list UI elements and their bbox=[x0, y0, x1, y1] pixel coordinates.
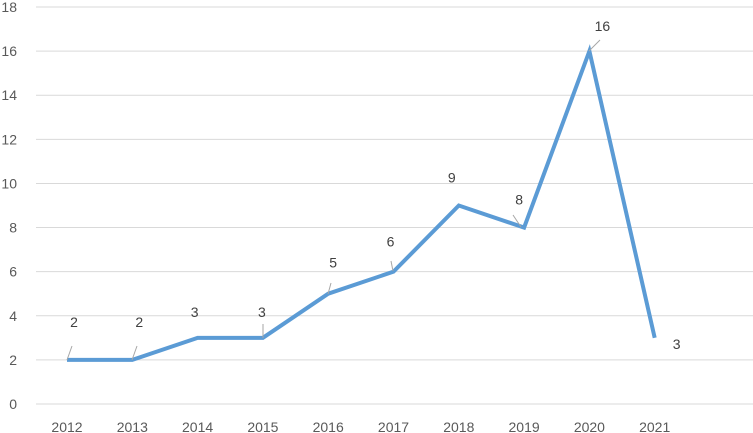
data-labels: 2 2 3 3 5 6 9 8 16 3 bbox=[70, 18, 681, 352]
x-tick-label: 2018 bbox=[443, 419, 474, 433]
y-axis-tick-labels: 0 2 4 6 8 10 12 14 16 18 bbox=[1, 0, 17, 412]
x-tick-label: 2016 bbox=[313, 419, 344, 433]
x-tick-label: 2021 bbox=[639, 419, 670, 433]
y-tick-label: 4 bbox=[9, 308, 17, 324]
x-tick-label: 2013 bbox=[117, 419, 148, 433]
x-tick-label: 2012 bbox=[51, 419, 82, 433]
data-label: 3 bbox=[673, 336, 681, 352]
y-tick-label: 12 bbox=[1, 131, 17, 147]
series-lines bbox=[67, 44, 657, 362]
y-tick-label: 8 bbox=[9, 220, 17, 236]
gridlines bbox=[36, 6, 753, 405]
data-label: 2 bbox=[135, 314, 143, 330]
y-tick-label: 10 bbox=[1, 175, 17, 191]
series-line bbox=[67, 44, 657, 362]
x-tick-label: 2019 bbox=[509, 419, 540, 433]
data-label: 8 bbox=[515, 192, 523, 208]
data-label: 3 bbox=[258, 304, 266, 320]
y-tick-label: 18 bbox=[1, 0, 17, 15]
data-label-leader-lines bbox=[66, 39, 601, 361]
x-tick-label: 2017 bbox=[378, 419, 409, 433]
data-label: 5 bbox=[329, 255, 337, 271]
data-label: 6 bbox=[387, 234, 395, 250]
y-tick-label: 6 bbox=[9, 264, 17, 280]
y-tick-label: 16 bbox=[1, 43, 17, 59]
x-tick-label: 2014 bbox=[182, 419, 213, 433]
data-label: 16 bbox=[595, 18, 611, 34]
leader-line bbox=[131, 345, 138, 361]
y-tick-label: 2 bbox=[9, 352, 17, 368]
data-label: 9 bbox=[448, 170, 456, 186]
leader-line bbox=[512, 214, 522, 228]
leader-line bbox=[390, 260, 394, 272]
y-tick-label: 0 bbox=[9, 396, 17, 412]
data-label: 2 bbox=[70, 314, 78, 330]
x-axis-tick-labels: 2012 2013 2014 2015 2016 2017 2018 2019 2020 2021 bbox=[51, 419, 670, 433]
data-label: 3 bbox=[191, 304, 199, 320]
x-tick-label: 2020 bbox=[574, 419, 605, 433]
leader-line bbox=[327, 282, 332, 295]
leader-line bbox=[66, 345, 73, 361]
x-tick-label: 2015 bbox=[247, 419, 278, 433]
y-tick-label: 14 bbox=[1, 87, 17, 103]
leader-line bbox=[588, 39, 601, 52]
